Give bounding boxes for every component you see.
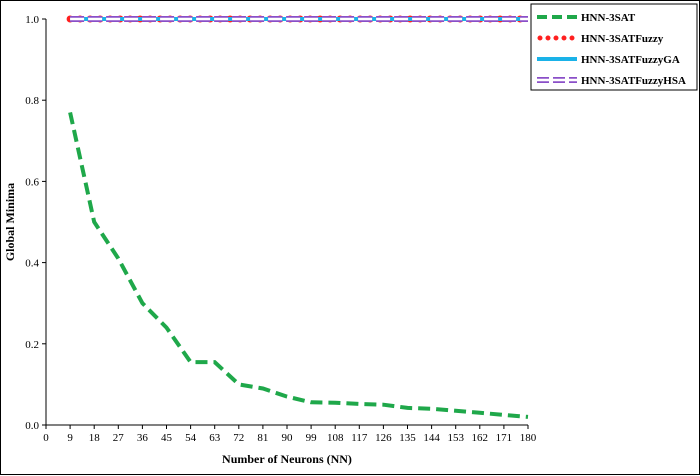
x-tick-label: 117 xyxy=(351,432,368,444)
x-tick-label: 54 xyxy=(185,432,197,444)
x-axis-title: Number of Neurons (NN) xyxy=(222,452,352,466)
y-tick-label: 0.8 xyxy=(25,95,39,107)
x-tick-label: 27 xyxy=(113,432,125,444)
series-hnn-3sat xyxy=(68,111,529,419)
x-tick-label: 63 xyxy=(209,432,221,444)
x-tick-label: 99 xyxy=(306,432,318,444)
x-tick-label: 45 xyxy=(161,432,173,444)
legend-label: HNN-3SATFuzzyHSA xyxy=(581,75,686,87)
x-tick-label: 36 xyxy=(137,432,149,444)
x-tick-label: 0 xyxy=(43,432,49,444)
legend-item: HNN-3SAT xyxy=(537,12,636,24)
x-tick-label: 81 xyxy=(257,432,268,444)
x-tick-label: 90 xyxy=(282,432,294,444)
series-layer xyxy=(66,15,532,419)
y-axis-title: Global Minima xyxy=(3,183,17,261)
x-tick-label: 153 xyxy=(447,432,464,444)
series-line xyxy=(68,111,529,419)
legend-label: HNN-3SATFuzzyGA xyxy=(581,54,680,66)
y-tick-label: 0.2 xyxy=(25,339,39,351)
y-tick-label: 0.6 xyxy=(25,176,39,188)
x-tick-label: 180 xyxy=(520,432,537,444)
x-tick-label: 126 xyxy=(375,432,392,444)
x-tick-label: 72 xyxy=(233,432,244,444)
x-tick-label: 18 xyxy=(89,432,101,444)
axes: 0 9 18 27 36 45 54 63 72 81 90 99 108 117 126 135 144 153… xyxy=(25,14,537,444)
y-tick-label: 1.0 xyxy=(25,14,39,26)
legend-label: HNN-3SATFuzzy xyxy=(581,33,664,45)
legend-item: HNN-3SATFuzzy xyxy=(537,33,664,45)
legend-item: HNN-3SATFuzzyGA xyxy=(537,54,680,66)
legend: HNN-3SAT HNN-3SATFuzzy HNN-3SATFuzzyGA HNN-… xyxy=(530,3,698,91)
y-tick-label: 0.4 xyxy=(25,258,39,270)
legend-label: HNN-3SAT xyxy=(581,12,636,24)
x-tick-label: 144 xyxy=(423,432,440,444)
x-tick-label: 162 xyxy=(472,432,489,444)
x-tick-label: 135 xyxy=(399,432,416,444)
x-tick-label: 108 xyxy=(327,432,344,444)
legend-item: HNN-3SATFuzzyHSA xyxy=(537,75,686,87)
x-tick-label: 171 xyxy=(496,432,513,444)
x-tick-label: 9 xyxy=(67,432,73,444)
y-tick-label: 0.0 xyxy=(25,420,39,432)
